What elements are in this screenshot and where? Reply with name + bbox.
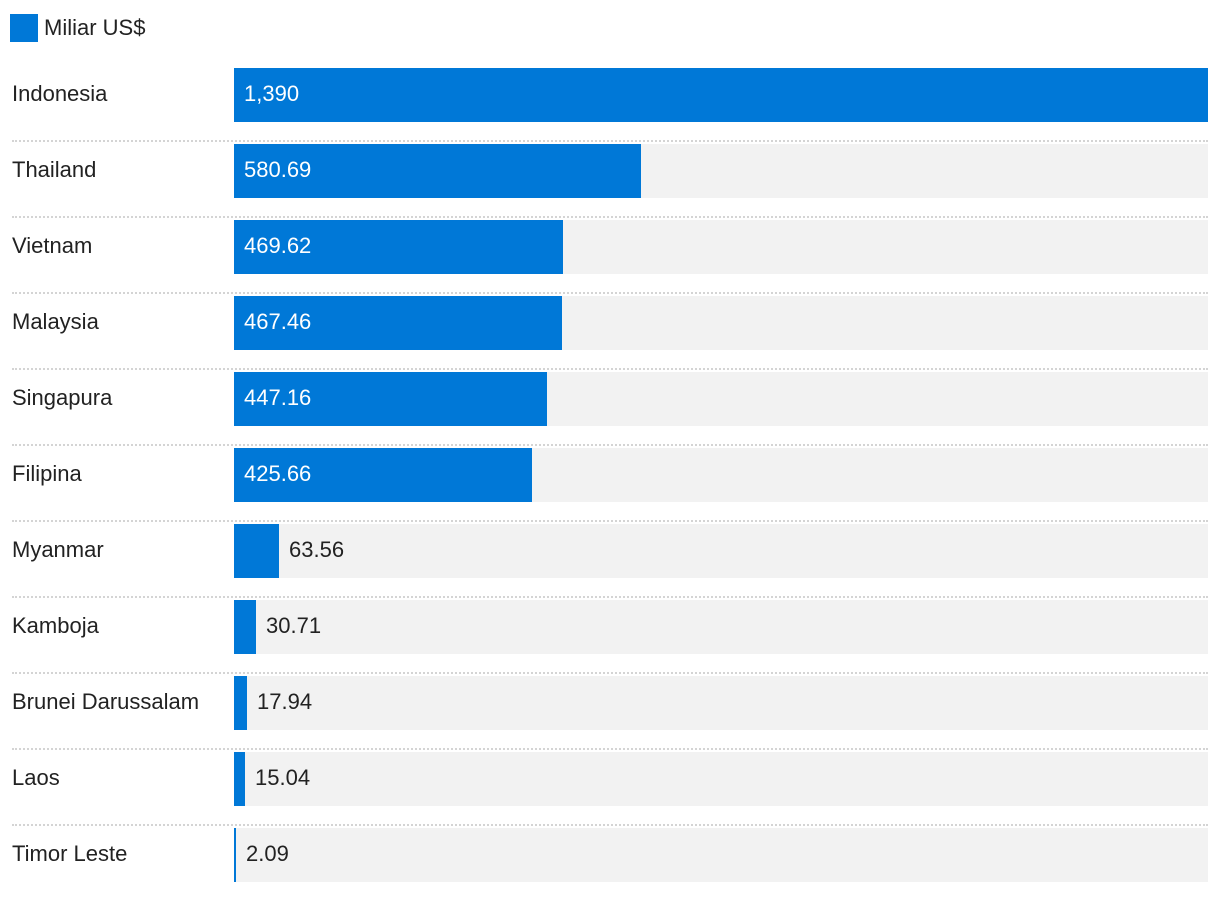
bar (234, 220, 563, 274)
category-label: Vietnam (12, 233, 93, 258)
data-label: 1,390 (244, 81, 300, 106)
chart-row: Myanmar 63.56 (0, 520, 1220, 596)
bar-track: 469.62 (234, 220, 1208, 274)
chart-row: Singapura 447.16 (0, 368, 1220, 444)
category-label: Malaysia (12, 309, 99, 334)
bar (234, 752, 245, 806)
row-divider (12, 748, 1208, 750)
chart-row: Laos 15.04 (0, 748, 1220, 824)
category-label: Kamboja (12, 613, 99, 638)
chart-row: Malaysia 467.46 (0, 292, 1220, 368)
bar (234, 68, 1208, 122)
bar-track: 30.71 (234, 600, 1208, 654)
data-label: 425.66 (244, 461, 312, 486)
data-label: 447.16 (244, 385, 312, 410)
legend-label: Miliar US$ (44, 15, 146, 40)
chart-legend: Miliar US$ (10, 14, 145, 42)
category-label: Myanmar (12, 537, 104, 562)
row-divider (12, 444, 1208, 446)
bar (234, 296, 562, 350)
row-divider (12, 824, 1208, 826)
category-label: Indonesia (12, 81, 108, 106)
bar (234, 448, 532, 502)
row-divider (12, 216, 1208, 218)
data-label: 467.46 (244, 309, 312, 334)
bar (234, 524, 279, 578)
bar-track: 467.46 (234, 296, 1208, 350)
data-label: 15.04 (255, 765, 311, 790)
legend-swatch (10, 14, 38, 42)
category-label: Timor Leste (12, 841, 128, 866)
chart-row: Indonesia 1,390 (0, 64, 1220, 140)
chart-row: Filipina 425.66 (0, 444, 1220, 520)
row-divider (12, 292, 1208, 294)
bar (234, 144, 641, 198)
data-label: 30.71 (266, 613, 322, 638)
row-divider (12, 520, 1208, 522)
bar-track: 2.09 (234, 828, 1208, 882)
data-label: 580.69 (244, 157, 312, 182)
bar-track: 580.69 (234, 144, 1208, 198)
row-divider (12, 140, 1208, 142)
chart-row: Timor Leste 2.09 (0, 824, 1220, 900)
data-label: 2.09 (246, 841, 289, 866)
category-label: Laos (12, 765, 60, 790)
row-divider (12, 596, 1208, 598)
chart-row: Kamboja 30.71 (0, 596, 1220, 672)
chart-row: Thailand 580.69 (0, 140, 1220, 216)
bar-track: 447.16 (234, 372, 1208, 426)
chart-row: Brunei Darussalam 17.94 (0, 672, 1220, 748)
category-label: Singapura (12, 385, 113, 410)
data-label: 17.94 (257, 689, 313, 714)
bar (234, 372, 547, 426)
bar-track: 1,390 (234, 68, 1208, 122)
chart-row: Vietnam 469.62 (0, 216, 1220, 292)
bar (234, 828, 236, 882)
bar-track: 425.66 (234, 448, 1208, 502)
data-label: 469.62 (244, 233, 312, 258)
category-label: Filipina (12, 461, 82, 486)
row-divider (12, 672, 1208, 674)
bar-track: 15.04 (234, 752, 1208, 806)
category-label: Brunei Darussalam (12, 689, 200, 714)
row-divider (12, 368, 1208, 370)
bar-track: 63.56 (234, 524, 1208, 578)
category-label: Thailand (12, 157, 97, 182)
bar (234, 600, 256, 654)
bar-track: 17.94 (234, 676, 1208, 730)
data-label: 63.56 (289, 537, 345, 562)
bar (234, 676, 247, 730)
